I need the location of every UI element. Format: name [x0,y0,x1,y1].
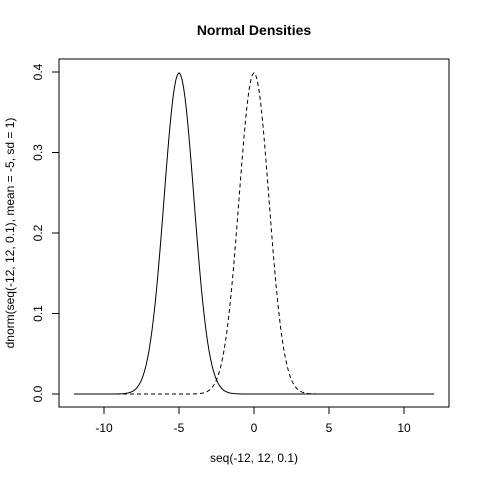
x-axis-label: seq(-12, 12, 0.1) [210,451,298,465]
x-tick-label: 5 [326,421,333,435]
chart-title: Normal Densities [197,22,312,38]
x-tick-label: 10 [397,421,411,435]
y-axis: 0.0 0.1 0.2 0.3 0.4 [31,63,60,402]
series-line-1 [74,72,434,395]
y-tick-label: 0.1 [31,305,45,322]
x-tick-label: 0 [251,421,258,435]
y-tick-label: 0.2 [31,224,45,241]
plot-frame [58,58,450,408]
series-layer [74,72,434,395]
series-line-2 [74,72,434,395]
x-axis: -10 -5 0 5 10 [95,406,411,435]
y-axis-label: dnorm(seq(-12, 12, 0.1), mean = -5, sd =… [3,118,17,349]
x-tick-label: -10 [95,421,113,435]
y-tick-label: 0.0 [31,385,45,402]
y-tick-label: 0.3 [31,144,45,161]
x-tick-label: -5 [174,421,185,435]
y-tick-label: 0.4 [31,63,45,80]
